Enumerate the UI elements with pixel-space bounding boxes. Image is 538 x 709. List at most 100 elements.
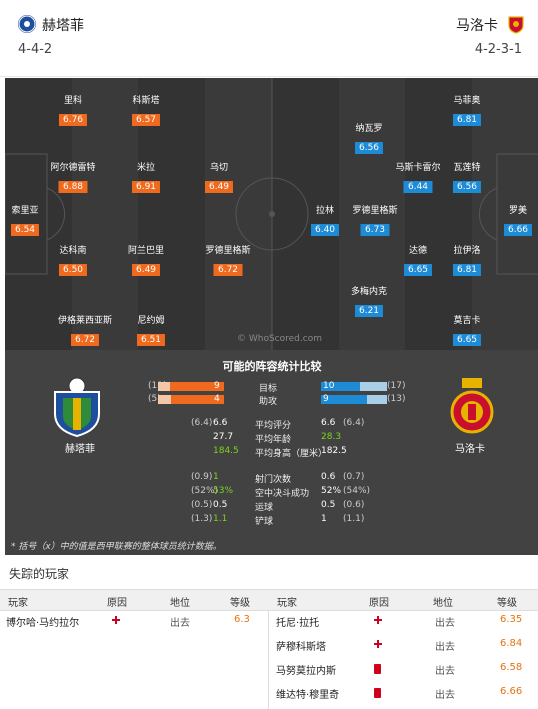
getafe-crest-icon — [18, 15, 36, 33]
home-player[interactable]: 达科南 6.50 — [58, 246, 88, 276]
comparison-title: 可能的阵容统计比较 — [222, 360, 322, 373]
missing-player-row: 博尔哈·马约拉尔 出去 6.3 — [0, 610, 268, 633]
reason-cell — [374, 616, 382, 627]
red-card-icon — [374, 664, 381, 674]
missing-player-rating: 6.3 — [234, 614, 250, 625]
pitch: 里科 6.76 科斯塔 6.57 阿尔德雷特 6.88 米拉 6.91 乌切 6.49 索… — [5, 78, 538, 350]
away-player[interactable]: 达德 6.65 — [403, 245, 433, 276]
home-bar-value: 9 — [214, 381, 220, 391]
away-player[interactable]: 罗德里格斯 6.73 — [352, 206, 398, 236]
home-team-label: 赫塔菲 — [65, 444, 95, 455]
home-stat-value: 184.5 — [213, 446, 239, 456]
away-bar-value: 10 — [323, 381, 335, 391]
mallorca-crest-icon — [507, 14, 525, 34]
pitch-lines — [5, 78, 538, 350]
home-league-value: (6.4) — [191, 418, 213, 428]
away-rating-col: 等级 — [497, 598, 517, 609]
away-league-value: (54%) — [343, 486, 371, 496]
away-stat-value: 6.6 — [321, 418, 336, 428]
away-player[interactable]: 纳瓦罗 6.56 — [354, 124, 384, 154]
home-team-name[interactable]: 赫塔菲 — [42, 18, 84, 34]
home-player[interactable]: 科斯塔 6.57 — [131, 96, 161, 126]
missing-player-rating: 6.58 — [500, 662, 523, 673]
missing-player-row: 马努莫拉内斯 出去 6.58 — [270, 658, 538, 681]
away-stat-value: 182.5 — [321, 446, 347, 456]
missing-player-status: 出去 — [435, 642, 455, 653]
missing-player-status: 出去 — [170, 618, 190, 629]
away-league-value: (0.7) — [343, 472, 365, 482]
stat-label: 平均评分 — [255, 421, 292, 431]
home-stat-value: 53% — [213, 486, 234, 496]
stat-label: 铲球 — [255, 517, 274, 527]
away-status-col: 地位 — [433, 598, 453, 609]
missing-player-name[interactable]: 萨穆科斯塔 — [276, 642, 326, 653]
home-status-col: 地位 — [170, 598, 190, 609]
bar-label: 助攻 — [259, 397, 278, 407]
home-player[interactable]: 里科 6.76 — [58, 95, 88, 126]
away-player[interactable]: 马菲奥 6.81 — [452, 96, 482, 126]
away-stat-value: 1 — [321, 514, 327, 524]
away-total: (17) — [387, 381, 406, 391]
home-league-value: (1.3) — [191, 514, 213, 524]
home-player[interactable]: 尼约姆 6.51 — [136, 316, 166, 346]
stat-label: 平均年龄 — [255, 435, 292, 445]
away-league-value: (0.6) — [343, 500, 365, 510]
home-league-value: (0.5) — [191, 500, 213, 510]
getafe-big-crest-icon — [49, 376, 105, 442]
match-header: 赫塔菲 4-4-2 马洛卡 4-2-3-1 — [0, 0, 538, 77]
away-bar-fill — [321, 395, 367, 404]
missing-player-name[interactable]: 马努莫拉内斯 — [276, 666, 336, 677]
comparison-footnote: * 括号（x）中的值是西甲联赛的整体球员统计数据。 — [11, 542, 222, 552]
home-league-value: (52%) — [191, 486, 219, 496]
home-player[interactable]: 伊格莱西亚斯 6.72 — [57, 316, 113, 346]
away-formation: 4-2-3-1 — [474, 42, 522, 57]
red-card-icon — [374, 688, 381, 698]
missing-player-name[interactable]: 博尔哈·马约拉尔 — [6, 618, 80, 629]
away-player[interactable]: 莫吉卡 6.65 — [452, 316, 482, 346]
away-stat-value: 52% — [321, 486, 342, 496]
stat-label: 运球 — [255, 503, 274, 513]
home-player[interactable]: 乌切 6.49 — [204, 162, 234, 193]
home-total: (11) — [148, 381, 166, 391]
home-stat-value: 1 — [213, 472, 219, 482]
reason-cell — [374, 640, 382, 651]
away-player[interactable]: 多梅内克 6.21 — [350, 287, 388, 317]
missing-player-status: 出去 — [435, 618, 455, 629]
missing-divider — [268, 610, 269, 709]
away-player[interactable]: 马斯卡雷尔 6.44 — [395, 163, 441, 193]
home-player[interactable]: 米拉 6.91 — [131, 162, 161, 193]
home-rating-col: 等级 — [230, 598, 250, 609]
missing-player-status: 出去 — [435, 690, 455, 701]
lineup-comparison: 可能的阵容统计比较 赫塔菲 马洛卡 (11) 9 目标 10 (17) (5) 4 助攻 9 (1… — [5, 350, 538, 555]
home-player[interactable]: 罗德里格斯 6.72 — [205, 246, 251, 276]
stat-label: 空中决斗成功 — [255, 489, 310, 499]
home-stat-value: 0.5 — [213, 500, 228, 510]
away-team-label: 马洛卡 — [455, 444, 485, 455]
away-player[interactable]: 罗美 6.66 — [503, 205, 533, 236]
home-bar-value: 4 — [214, 394, 220, 404]
missing-player-row: 萨穆科斯塔 出去 6.84 — [270, 634, 538, 657]
missing-player-rating: 6.84 — [500, 638, 523, 649]
home-league-value: (0.9) — [191, 472, 213, 482]
missing-player-name[interactable]: 维达特·穆里奇 — [276, 690, 340, 701]
away-reason-col: 原因 — [369, 598, 389, 609]
away-team-name[interactable]: 马洛卡 — [456, 18, 498, 34]
home-reason-col: 原因 — [107, 598, 127, 609]
away-league-value: (6.4) — [343, 418, 365, 428]
missing-players-title: 失踪的玩家 — [9, 567, 70, 581]
missing-player-row: 托尼·拉托 出去 6.35 — [270, 610, 538, 633]
home-bar-fill — [171, 395, 224, 404]
away-player[interactable]: 瓦莲特 6.56 — [452, 163, 482, 193]
home-player-col: 玩家 — [8, 598, 28, 609]
home-player[interactable]: 索里亚 6.54 — [10, 206, 40, 236]
missing-player-name[interactable]: 托尼·拉托 — [276, 618, 320, 629]
home-player[interactable]: 阿兰巴里 6.49 — [127, 246, 165, 276]
home-stat-value: 1.1 — [213, 514, 228, 524]
away-player[interactable]: 拉伊洛 6.81 — [452, 246, 482, 276]
missing-player-status: 出去 — [435, 666, 455, 677]
home-player[interactable]: 阿尔德雷特 6.88 — [50, 163, 96, 193]
away-player[interactable]: 拉林 6.40 — [310, 205, 340, 236]
away-bar-fill — [321, 382, 360, 391]
home-stat-value: 6.6 — [213, 418, 228, 428]
away-stat-value: 0.6 — [321, 472, 336, 482]
